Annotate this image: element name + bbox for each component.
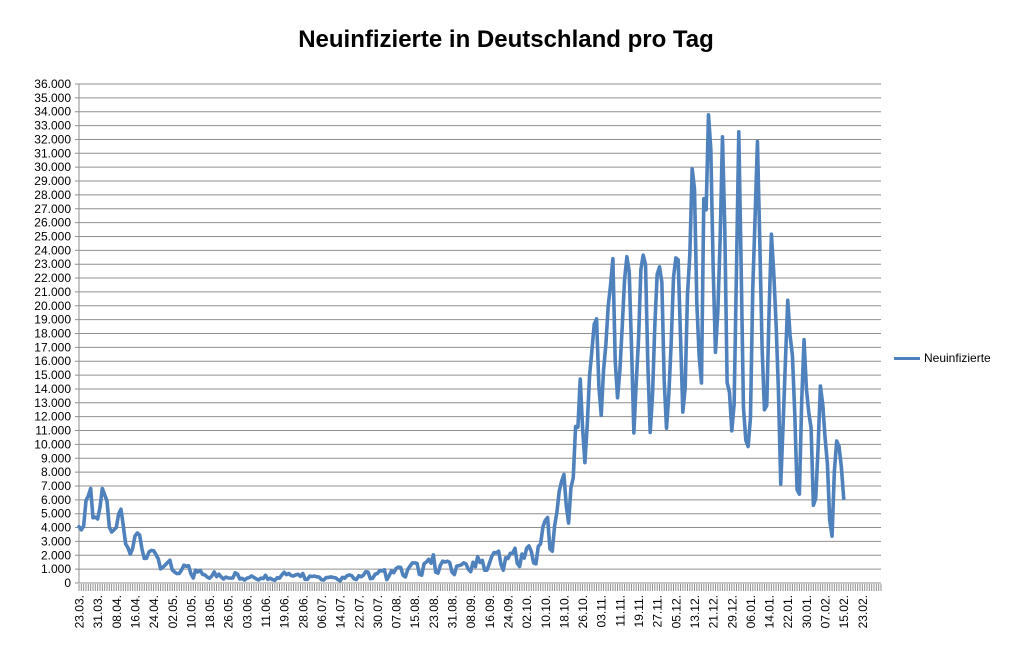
x-axis-label: 07.02. (819, 595, 833, 628)
y-tick-label: 31.000 (34, 146, 71, 160)
y-tick-label: 4.000 (41, 521, 71, 535)
x-axis-label: 10.05. (184, 595, 198, 628)
x-axis-label: 11.06. (259, 595, 273, 627)
y-tick-label: 20.000 (34, 299, 71, 313)
x-axis-label: 16.04. (128, 595, 142, 628)
data-line-neuinfizierte (77, 113, 846, 583)
x-axis-label: 06.07. (315, 595, 329, 628)
y-tick-label: 35.000 (34, 91, 71, 105)
chart-legend: Neuinfizierte (894, 350, 991, 366)
x-axis-label: 22.01. (781, 595, 795, 628)
y-tick-label: 11.000 (35, 424, 71, 438)
x-axis-label: 14.07. (334, 595, 348, 628)
x-axis-label: 18.05. (203, 595, 217, 628)
y-tick-label: 16.000 (34, 354, 71, 368)
y-tick-label: 9.000 (41, 451, 71, 465)
y-tick-label: 30.000 (34, 160, 71, 174)
y-tick-label: 14.000 (34, 382, 71, 396)
y-tick-label: 32.000 (34, 132, 71, 146)
x-axis-label: 02.05. (166, 595, 180, 628)
x-axis-label: 31.08. (446, 595, 460, 628)
x-axis-label: 30.01. (800, 595, 814, 628)
y-tick-label: 33.000 (34, 119, 71, 133)
x-axis-label: 19.11. (632, 595, 646, 627)
x-axis-label: 31.03. (91, 595, 105, 628)
x-axis-label: 08.09. (464, 595, 478, 628)
y-tick-label: 17.000 (34, 340, 71, 354)
y-tick-label: 19.000 (34, 313, 71, 327)
y-tick-label: 26.000 (34, 216, 71, 230)
y-tick-label: 27.000 (34, 202, 71, 216)
y-tick-label: 2.000 (41, 548, 71, 562)
x-axis-label: 13.12. (688, 595, 702, 628)
y-tick-label: 23.000 (34, 257, 71, 271)
y-tick-label: 0 (64, 576, 71, 590)
x-axis-label: 06.01. (744, 595, 758, 628)
x-axis-label: 07.08. (390, 595, 404, 628)
y-tick-label: 3.000 (41, 534, 71, 548)
y-tick-label: 6.000 (41, 493, 71, 507)
x-axis-label: 22.07. (352, 595, 366, 628)
x-axis-label: 24.09. (501, 595, 515, 628)
x-axis-label: 05.12. (669, 595, 683, 628)
y-tick-label: 5.000 (41, 507, 71, 521)
x-axis-label: 24.04. (147, 595, 161, 628)
legend-label: Neuinfizierte (924, 351, 991, 365)
y-tick-label: 29.000 (34, 174, 71, 188)
x-axis-label: 23.03. (73, 595, 87, 628)
x-axis-label: 28.06. (296, 595, 310, 628)
chart-title: Neuinfizierte in Deutschland pro Tag (298, 26, 714, 53)
x-axis-label: 03.06. (240, 595, 254, 628)
x-axis-label: 14.01. (763, 595, 777, 628)
x-axis-label: 30.07. (371, 595, 385, 628)
x-axis-label: 15.08. (408, 595, 422, 628)
x-axis-label: 08.04. (110, 595, 124, 628)
y-tick-label: 21.000 (34, 285, 71, 299)
x-axis-label: 23.08. (427, 595, 441, 628)
x-axis-label: 23.02. (856, 595, 870, 628)
y-tick-label: 18.000 (34, 327, 71, 341)
y-tick-label: 8.000 (41, 465, 71, 479)
x-axis-label: 19.06. (278, 595, 292, 628)
x-axis-label: 21.12. (707, 595, 721, 628)
x-axis-label: 26.05. (222, 595, 236, 628)
y-tick-label: 7.000 (41, 479, 71, 493)
y-tick-label: 24.000 (34, 243, 71, 257)
y-tick-label: 22.000 (34, 271, 71, 285)
y-tick-label: 28.000 (34, 188, 71, 202)
y-tick-label: 1.000 (41, 562, 71, 576)
y-tick-label: 34.000 (34, 105, 71, 119)
x-axis-label: 26.10. (576, 595, 590, 628)
x-axis-label: 27.11. (651, 595, 665, 627)
legend-line-swatch (894, 356, 920, 360)
x-axis-label: 11.11. (613, 595, 627, 627)
y-tick-label: 25.000 (34, 229, 71, 243)
y-tick-label: 36.000 (34, 77, 71, 91)
y-tick-label: 10.000 (34, 437, 71, 451)
y-tick-label: 12.000 (34, 410, 71, 424)
x-axis-label: 18.10. (557, 595, 571, 628)
x-axis-label: 16.09. (483, 595, 497, 628)
x-axis-label: 03.11. (595, 595, 609, 627)
x-axis-label: 15.02. (837, 595, 851, 628)
y-tick-label: 15.000 (34, 368, 71, 382)
x-axis-label: 02.10. (520, 595, 534, 628)
x-axis-label: 10.10. (539, 595, 553, 628)
y-tick-label: 13.000 (34, 396, 71, 410)
x-axis-label: 29.12. (725, 595, 739, 628)
